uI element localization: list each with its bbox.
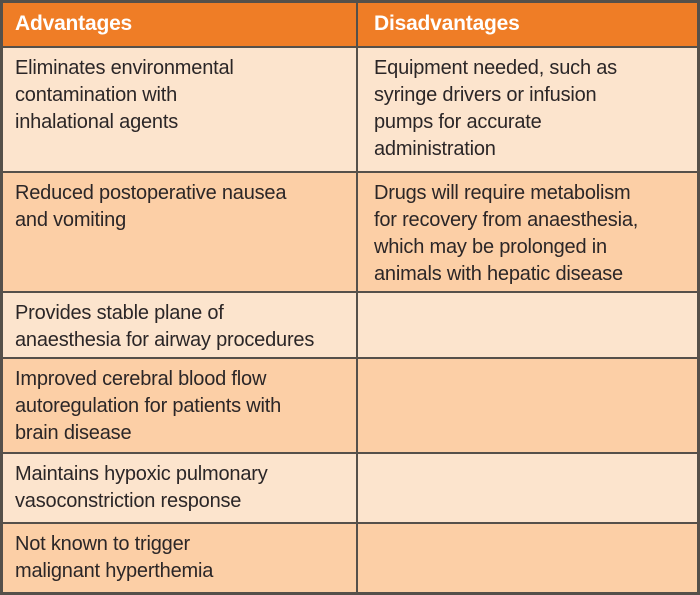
disadvantage-cell: Drugs will require metabolism for recove… — [374, 182, 639, 285]
column-header-advantages: Advantages — [3, 3, 358, 46]
disadvantage-cell — [358, 359, 697, 452]
advantage-cell: Eliminates environmental contamination w… — [3, 48, 358, 171]
advantage-cell: Reduced postoperative nausea and vomitin… — [3, 173, 358, 291]
table-row: Provides stable plane of anaesthesia for… — [3, 291, 697, 357]
advantage-cell: Maintains hypoxic pulmonary vasoconstric… — [3, 454, 358, 522]
table-row: Reduced postoperative nausea and vomitin… — [3, 171, 697, 291]
advantage-cell: Not known to trigger malignant hyperthem… — [3, 524, 358, 592]
advantage-cell: Provides stable plane of anaesthesia for… — [3, 293, 358, 357]
table-header-row: Advantages Disadvantages — [3, 3, 697, 46]
table-row: Not known to trigger malignant hyperthem… — [3, 522, 697, 592]
disadvantage-cell — [358, 454, 697, 522]
disadvantage-cell — [358, 293, 697, 357]
disadvantage-cell — [358, 524, 697, 592]
table-row: Eliminates environmental contamination w… — [3, 46, 697, 171]
table-row: Maintains hypoxic pulmonary vasoconstric… — [3, 452, 697, 522]
column-header-disadvantages: Disadvantages — [374, 12, 520, 35]
disadvantage-cell: Equipment needed, such as syringe driver… — [374, 57, 617, 160]
advantage-cell: Improved cerebral blood flow autoregulat… — [3, 359, 358, 452]
table-row: Improved cerebral blood flow autoregulat… — [3, 357, 697, 452]
